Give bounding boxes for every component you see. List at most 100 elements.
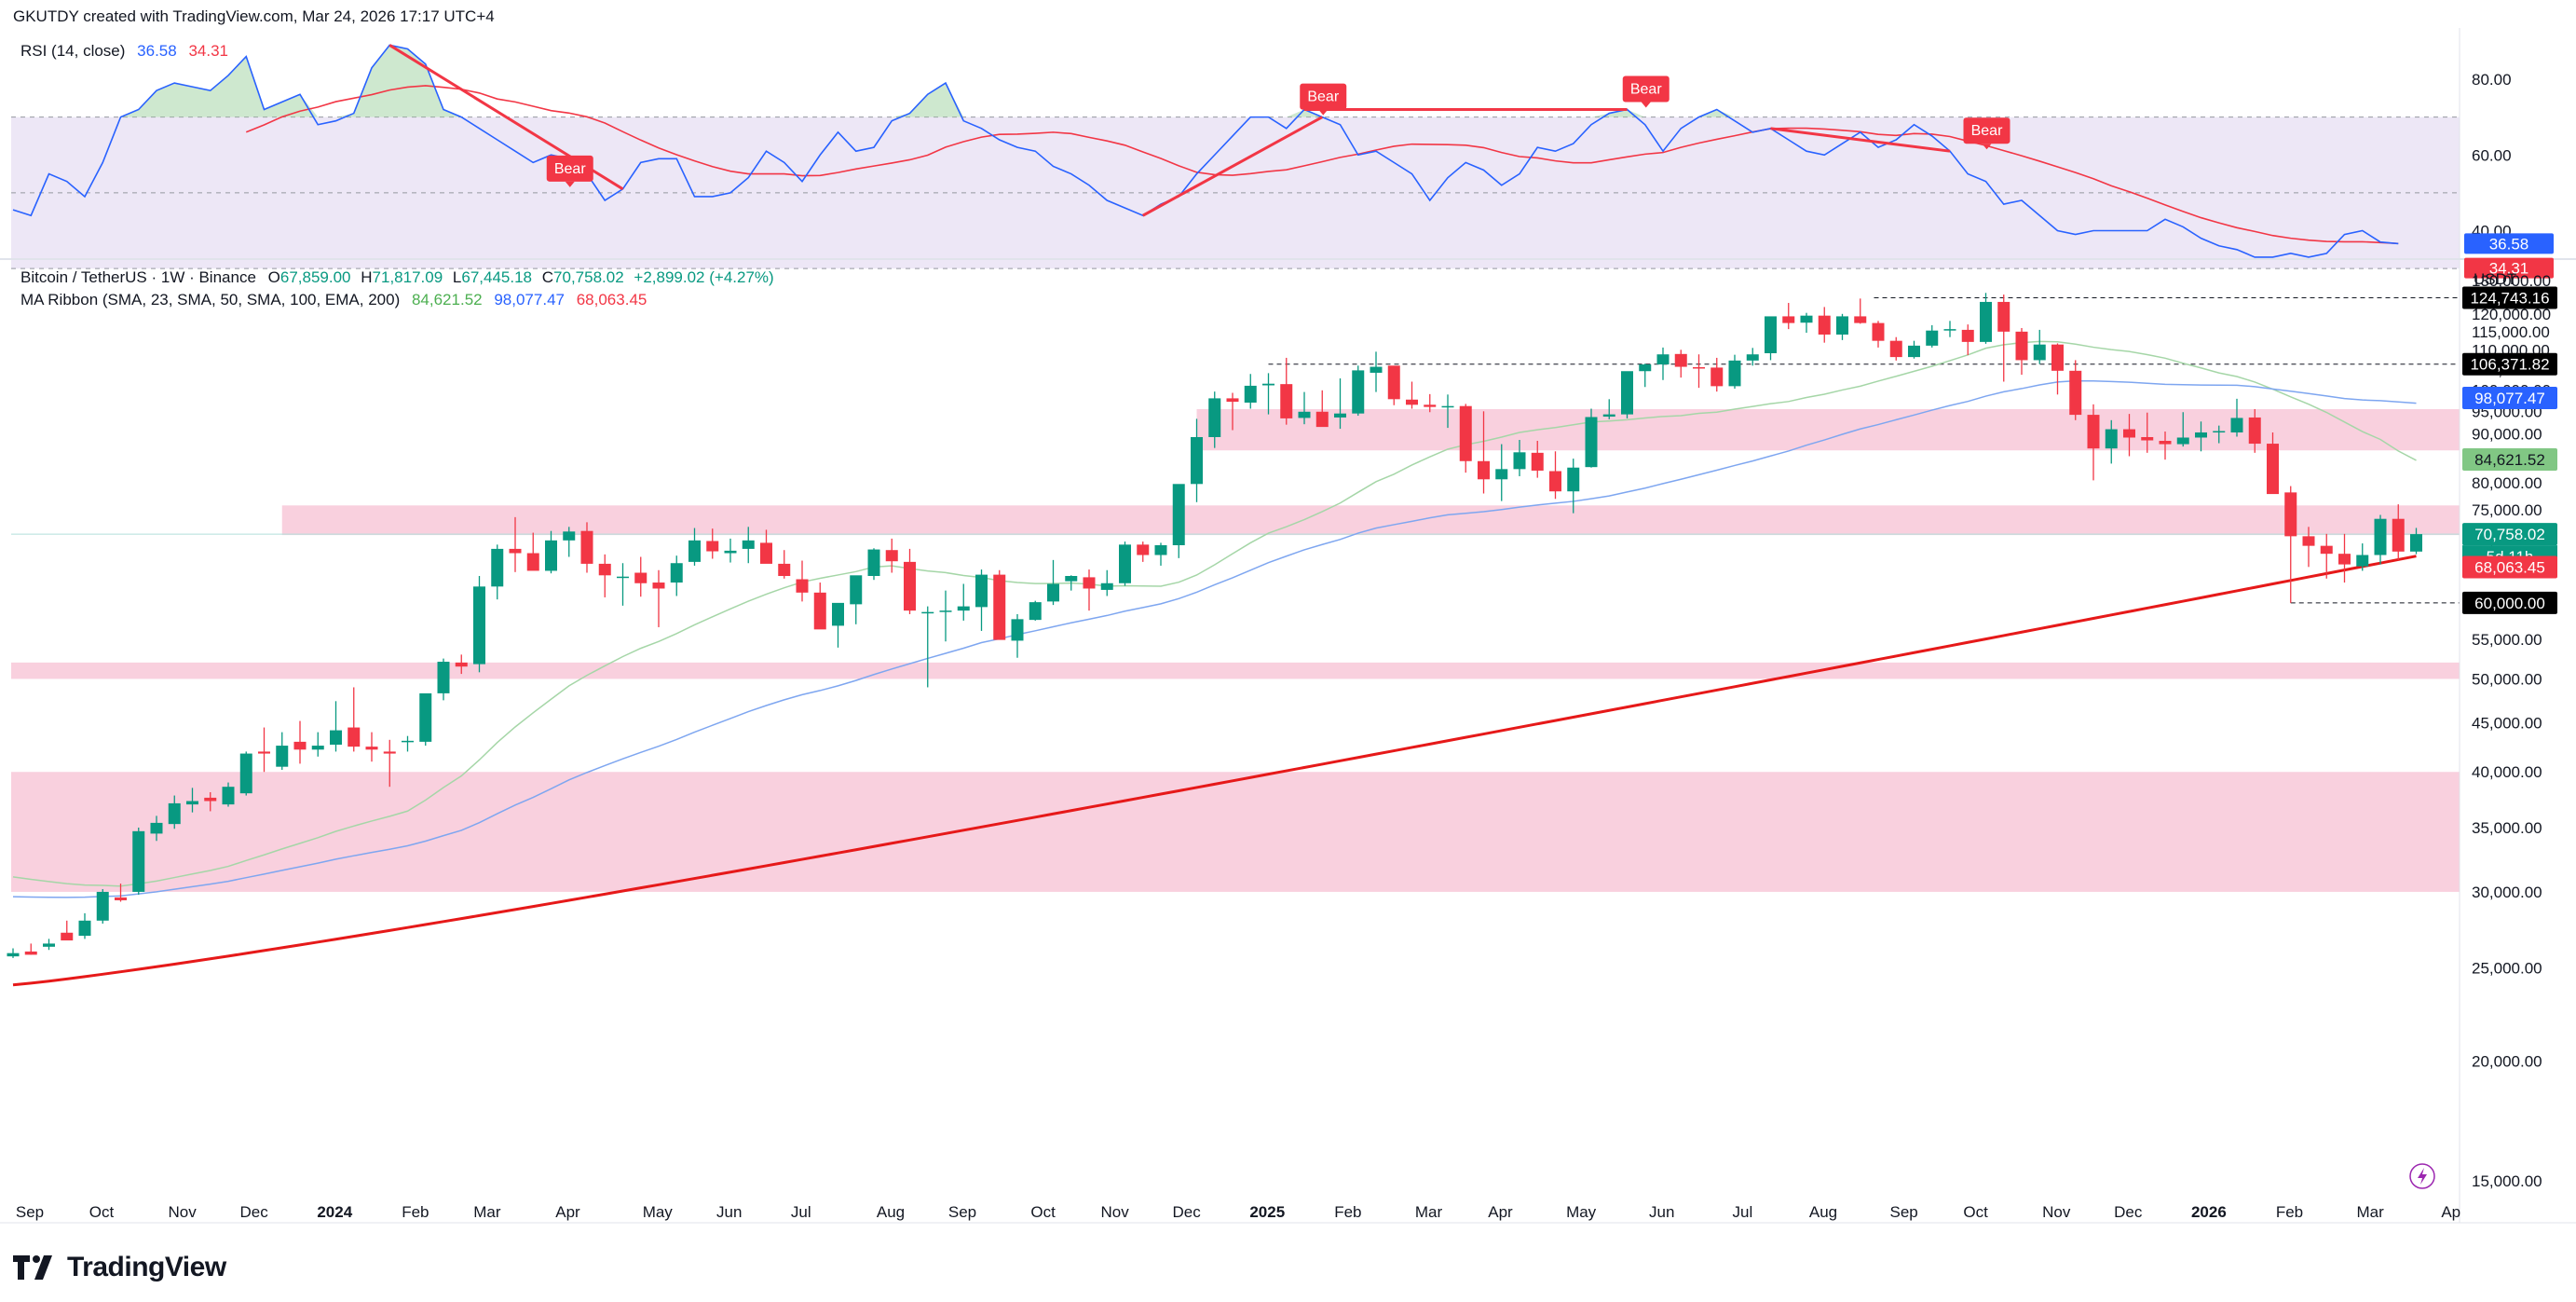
rsi-value-tag-text: 36.58 (2489, 235, 2529, 253)
time-axis-label: Dec (1173, 1203, 1202, 1221)
credit-text: GKUTDY created with TradingView.com, Mar… (13, 7, 495, 25)
bear-tag-pointer (1641, 102, 1651, 108)
sma-50-price-tag (2462, 387, 2557, 410)
time-axis-label: 2025 (1249, 1203, 1285, 1221)
resistance-price-tag-text: 106,371.82 (2470, 356, 2549, 374)
candle (993, 569, 1006, 640)
candle (2051, 343, 2064, 395)
candle (724, 538, 737, 563)
candle-body (2176, 437, 2189, 445)
resistance-price-tag (2462, 352, 2557, 376)
candle-body (7, 953, 20, 957)
candle (383, 739, 396, 788)
candle-body (742, 540, 755, 549)
candle (688, 528, 701, 566)
candle (1244, 374, 1257, 409)
candle-body (132, 830, 145, 892)
rsi-value-tag (2464, 233, 2554, 254)
sma-50-line (12, 379, 2417, 898)
candle-body (634, 572, 647, 583)
candle-body (1298, 411, 1311, 418)
candle (1800, 312, 1813, 334)
candle-body (545, 540, 557, 571)
candle (1889, 336, 1902, 361)
candle-body (1100, 582, 1113, 590)
candle (2105, 419, 2118, 464)
bear-divergence-line (1142, 116, 1323, 217)
candle-body (2410, 534, 2422, 552)
candle (939, 590, 952, 642)
ma-ribbon-v1: 84,621.52 (411, 291, 483, 308)
rsi-pane: Bear Bear Bear Bear (11, 44, 2460, 269)
ohlc-h-label: H (361, 268, 373, 286)
candle-body (1459, 405, 1472, 461)
lightning-icon-bolt (2418, 1168, 2427, 1185)
candle (1226, 392, 1239, 431)
low-price-tag-text: 60,000.00 (2474, 595, 2545, 612)
candle-body (1818, 315, 1831, 335)
candle-body (2248, 417, 2261, 445)
candle-body (1961, 329, 1974, 342)
candle-body (670, 563, 683, 583)
ma-ribbon-v2: 98,077.47 (494, 291, 565, 308)
candle (276, 732, 289, 771)
candle (1208, 391, 1221, 448)
bear-tag (1622, 75, 1670, 103)
time-axis-label: Dec (2114, 1203, 2143, 1221)
lightning-icon[interactable] (2409, 1163, 2435, 1189)
candle-body (1065, 576, 1078, 582)
bear-tag-pointer (565, 181, 575, 187)
candle (2356, 543, 2369, 571)
candle (2195, 421, 2207, 452)
candle-body (1997, 301, 2010, 332)
time-axis-label: May (643, 1203, 674, 1221)
candle-body (222, 787, 235, 805)
candle (1334, 378, 1346, 430)
candle (1854, 298, 1867, 324)
candle-body (1478, 460, 1490, 480)
candle (2159, 432, 2172, 460)
price-axis-tick: 120,000.00 (2472, 306, 2551, 323)
price-axis-tick: 20,000.00 (2472, 1052, 2542, 1070)
candle (132, 827, 145, 895)
candle-body (1137, 544, 1150, 555)
candle (1513, 440, 1526, 476)
ma-ribbon-v3: 68,063.45 (576, 291, 647, 308)
time-axis-label: 2024 (317, 1203, 352, 1221)
candle-body (402, 740, 414, 743)
candle (1315, 390, 1329, 428)
candle (634, 556, 647, 597)
candle (1782, 303, 1795, 330)
currency-label: USDT (2474, 270, 2517, 288)
rsi-legend: RSI (14, close) 36.58 34.31 (20, 42, 228, 61)
candle (1191, 418, 1203, 502)
candle-body (2374, 518, 2387, 555)
candle (1602, 399, 1615, 419)
candle-body (760, 542, 772, 564)
candle (96, 888, 109, 925)
candle (2284, 486, 2297, 603)
rsi-line (12, 44, 2399, 258)
candle-body (1926, 330, 1939, 346)
candle-body (1693, 366, 1705, 369)
candle (670, 555, 683, 596)
candle-body (885, 550, 898, 562)
candle-body (1047, 583, 1059, 602)
candle (115, 884, 127, 902)
candle (1406, 381, 1418, 409)
bear-tag (1963, 117, 2010, 144)
candle (1818, 307, 1831, 343)
candle-body (2338, 554, 2351, 565)
time-axis-label: Aug (877, 1203, 905, 1221)
candle (2213, 425, 2226, 444)
candle-body (1208, 398, 1221, 437)
candle (1262, 373, 1274, 415)
candle (1711, 357, 1724, 392)
candle-body (1370, 366, 1383, 373)
candle (526, 532, 539, 571)
candle-body (1352, 370, 1365, 414)
candle-body (419, 692, 432, 742)
bear-tag-label: Bear (554, 161, 586, 177)
time-axis-label: Nov (169, 1203, 198, 1221)
candle-body (1172, 484, 1185, 545)
